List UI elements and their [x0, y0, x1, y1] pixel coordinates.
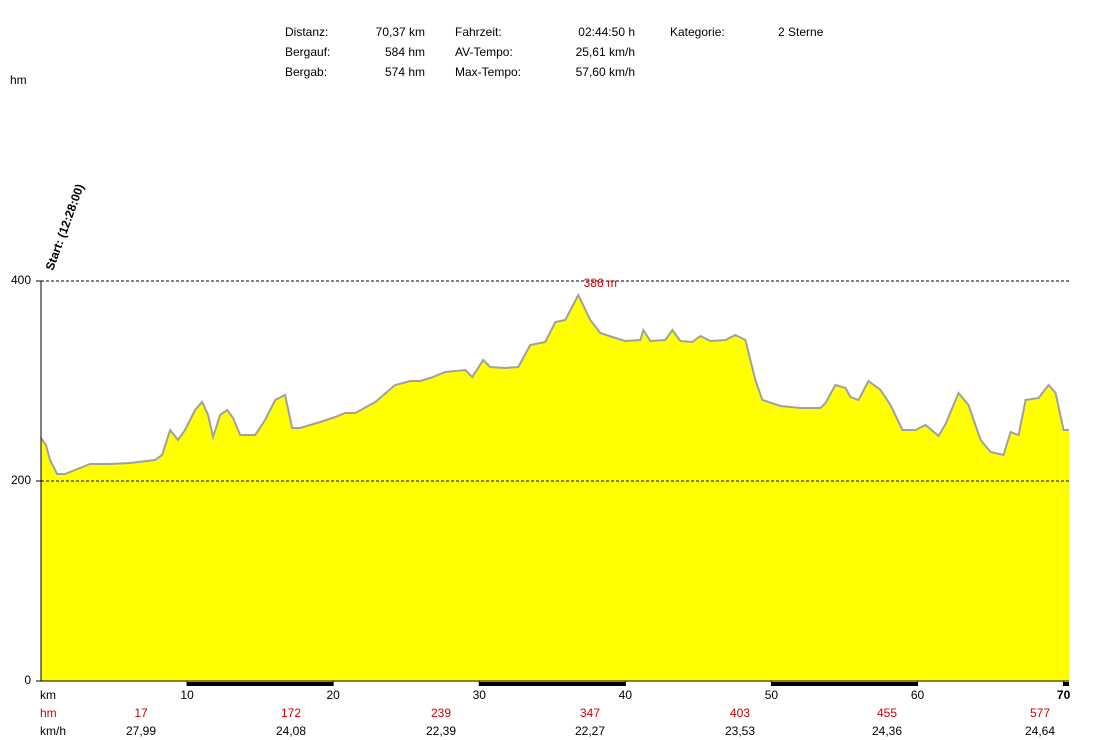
- stat-label: AV-Tempo:: [455, 45, 513, 59]
- stat-value: 2 Sterne: [778, 25, 824, 39]
- speed-value: 24,64: [1025, 724, 1055, 738]
- elevation-area: [41, 295, 1069, 681]
- speed-value: 24,08: [276, 724, 306, 738]
- y-tick-label: 400: [11, 273, 31, 287]
- x-tick-label: 40: [619, 688, 633, 702]
- speed-row-label: km/h: [40, 724, 66, 738]
- stat-value: 57,60 km/h: [576, 65, 635, 79]
- hm-row-label: hm: [40, 706, 57, 720]
- hm-value: 577: [1030, 706, 1050, 720]
- stat-label: Bergab:: [285, 65, 327, 79]
- speed-value: 27,99: [126, 724, 156, 738]
- stat-label: Distanz:: [285, 25, 328, 39]
- x-tick-label: 70: [1057, 688, 1071, 702]
- x-tick-label: 60: [911, 688, 925, 702]
- hm-value: 347: [580, 706, 600, 720]
- axis-band: [187, 682, 333, 686]
- peak-label: 386 m: [584, 276, 617, 290]
- hm-value: 17: [134, 706, 148, 720]
- stat-value: 70,37 km: [376, 25, 425, 39]
- x-tick-label: 50: [765, 688, 779, 702]
- stat-value: 584 hm: [385, 45, 425, 59]
- x-tick-label: 20: [326, 688, 340, 702]
- stat-label: Bergauf:: [285, 45, 330, 59]
- speed-value: 22,39: [426, 724, 456, 738]
- axis-band: [771, 682, 917, 686]
- speed-value: 24,36: [872, 724, 902, 738]
- y-tick-label: 0: [24, 673, 31, 687]
- stat-value: 574 hm: [385, 65, 425, 79]
- x-tick-label: 30: [473, 688, 487, 702]
- hm-value: 172: [281, 706, 301, 720]
- stat-value: 02:44:50 h: [578, 25, 635, 39]
- hm-value: 455: [877, 706, 897, 720]
- axis-band: [1063, 682, 1069, 686]
- speed-value: 23,53: [725, 724, 755, 738]
- speed-value: 22,27: [575, 724, 605, 738]
- x-tick-label: 10: [180, 688, 194, 702]
- stat-label: Fahrzeit:: [455, 25, 502, 39]
- start-label: Start: (12:28:00): [43, 182, 87, 272]
- hm-value: 403: [730, 706, 750, 720]
- axis-band: [479, 682, 625, 686]
- stat-label: Max-Tempo:: [455, 65, 521, 79]
- stat-label: Kategorie:: [670, 25, 725, 39]
- y-tick-label: 200: [11, 473, 31, 487]
- elevation-line: [40, 292, 1069, 475]
- x-axis-label: km: [40, 688, 56, 702]
- stat-value: 25,61 km/h: [576, 45, 635, 59]
- hm-value: 239: [431, 706, 451, 720]
- y-axis-label: hm: [10, 73, 27, 87]
